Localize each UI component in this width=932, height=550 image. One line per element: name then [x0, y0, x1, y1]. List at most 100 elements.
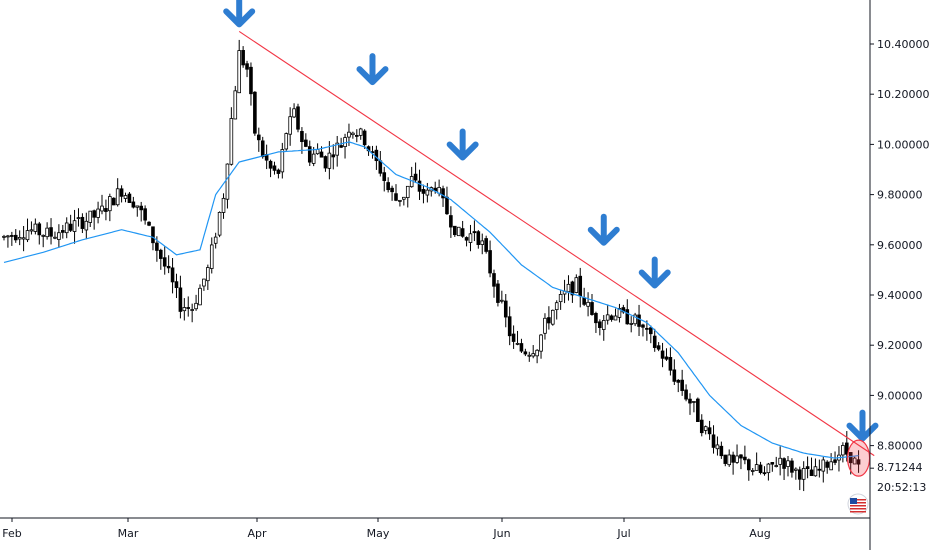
candle-body-up: [53, 236, 57, 239]
candle: [649, 325, 653, 344]
candle: [194, 294, 198, 311]
price-tick-label: 8.80000: [877, 440, 923, 453]
candle-body-down: [413, 173, 418, 181]
candle: [519, 338, 524, 353]
candle-body-up: [213, 236, 218, 244]
candle-body-up: [351, 132, 355, 136]
candle: [464, 236, 469, 247]
candle-body-up: [794, 468, 798, 471]
candle: [515, 330, 520, 346]
candle-body-down: [10, 235, 14, 237]
candle: [331, 144, 336, 170]
moving-average-line: [3, 141, 859, 459]
price-axis[interactable]: 10.40000 10.20000 10.00000 9.80000 9.60000 9.…: [869, 0, 930, 550]
candle: [300, 127, 304, 154]
candle-body-up: [17, 237, 22, 240]
candle-body-down: [609, 315, 614, 320]
candle: [182, 298, 187, 321]
candle: [272, 161, 277, 175]
candle-body-down: [249, 66, 253, 95]
candle: [578, 267, 583, 308]
candle-body-up: [123, 195, 128, 199]
candle: [131, 196, 136, 209]
candle: [339, 137, 343, 149]
candle: [629, 316, 633, 333]
time-axis[interactable]: Feb Mar Apr May Jun Jul Aug: [0, 517, 870, 540]
countdown-label: 20:52:13: [877, 481, 926, 494]
candle-body-up: [335, 142, 339, 156]
candle: [413, 162, 418, 183]
flag-stripe: [850, 508, 866, 510]
flag-stripe: [850, 502, 866, 504]
down-arrow-icon: [587, 213, 620, 246]
candle: [127, 191, 132, 203]
candle-body-down: [139, 205, 144, 211]
candle: [503, 294, 508, 328]
candle-body-down: [49, 227, 53, 237]
candle-body-down: [570, 281, 575, 296]
candle: [394, 184, 398, 202]
candle-body-down: [723, 454, 728, 464]
candle: [343, 133, 347, 159]
price-tick-label: 9.20000: [877, 339, 923, 352]
candle-body-up: [115, 188, 120, 206]
candle: [10, 231, 14, 246]
candle: [664, 348, 669, 361]
candles-layer: [2, 39, 861, 492]
arrow-head: [356, 66, 389, 86]
candle-body-up: [206, 267, 210, 282]
arrow-head: [587, 226, 620, 246]
candle: [80, 213, 85, 234]
candle: [351, 131, 355, 139]
candle-body-down: [119, 188, 124, 197]
candle-body-up: [551, 309, 555, 325]
candle-body-up: [198, 287, 202, 306]
candle: [221, 193, 226, 219]
candle-body-down: [245, 63, 249, 70]
candle: [809, 457, 814, 476]
candle: [104, 199, 108, 221]
candle-body-down: [268, 160, 273, 169]
candle-body-up: [76, 217, 81, 220]
candle: [284, 132, 289, 151]
candle-body-down: [645, 327, 649, 330]
candle: [233, 85, 238, 120]
candle-body-down: [166, 265, 171, 269]
candle-body-down: [339, 145, 343, 148]
candle-body-up: [727, 454, 731, 466]
candle-body-down: [452, 225, 457, 236]
candle-body-down: [319, 151, 324, 158]
candle-body-down: [488, 250, 492, 274]
candle-body-down: [519, 343, 524, 352]
flag-canton: [850, 498, 857, 504]
candle: [57, 224, 61, 248]
candle-body-up: [217, 211, 222, 236]
candle: [96, 201, 100, 224]
candle-body-up: [786, 460, 790, 467]
candle: [590, 294, 594, 316]
candle-body-up: [754, 464, 759, 471]
candle: [327, 141, 332, 180]
candle: [492, 269, 496, 298]
candle-body-up: [774, 465, 779, 467]
candle-body-up: [852, 457, 857, 465]
candle-body-up: [72, 220, 77, 232]
candle-body-up: [766, 463, 771, 474]
price-badges: 20:52:13 8.71244: [847, 461, 926, 515]
candle: [202, 278, 206, 291]
price-tick-label: 9.80000: [877, 189, 923, 202]
candle-body-down: [731, 454, 735, 463]
candle-body-down: [747, 459, 751, 471]
candle-body-down: [127, 193, 132, 203]
candle-body-down: [664, 356, 669, 360]
candle-body-up: [735, 455, 739, 463]
candle: [45, 222, 49, 240]
candle: [633, 312, 637, 327]
candle: [229, 107, 234, 166]
candle-body-up: [347, 131, 351, 138]
candle: [61, 224, 65, 239]
candle-body-down: [323, 156, 328, 169]
candle-body-up: [601, 320, 606, 330]
candle-body-up: [633, 314, 637, 325]
